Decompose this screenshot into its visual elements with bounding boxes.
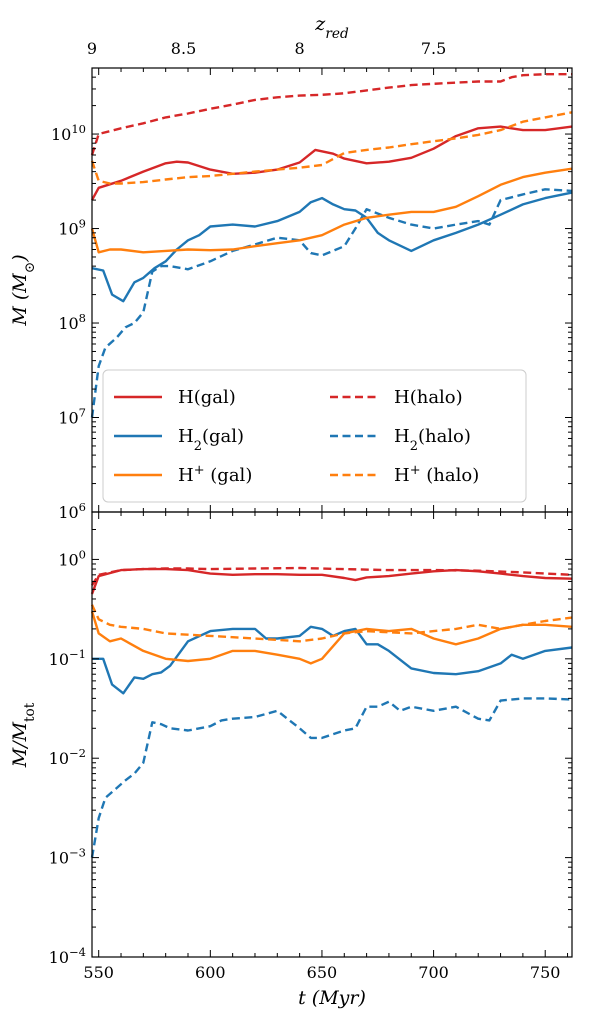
x-tick-label: 650 [307, 963, 338, 982]
series-line-3 [91, 191, 573, 303]
x-tick-label: 700 [418, 963, 449, 982]
top-axis-label: zred [314, 13, 349, 42]
legend-entry-label: H(halo) [394, 387, 463, 408]
x-axis-label: t (Myr) [298, 987, 366, 1009]
series-line-5 [90, 611, 573, 665]
x-tick-label: 750 [530, 963, 561, 982]
series-line-2 [90, 72, 572, 156]
legend-entry-label: H2(halo) [394, 426, 471, 454]
legend: H(gal) H(halo) H2(gal) H2(halo) H+ (gal) H+ (… [102, 369, 527, 503]
top-axis-tick-label: 7.5 [421, 39, 446, 58]
series-line-4 [90, 188, 573, 418]
plot-frame [91, 511, 573, 958]
top-axis-tick-label: 8 [295, 39, 305, 58]
y-tick-label: 10−4 [49, 945, 86, 967]
bottom-panel: 10−4 10−3 10−2 10−1 100 550 600 650 700 750 M/Mtot… [9, 511, 573, 1009]
legend-entry-label: H(gal) [178, 387, 236, 408]
y-tick-label: 10−3 [49, 846, 86, 868]
legend-box [102, 369, 527, 503]
x-tick-label: 550 [83, 963, 114, 982]
y-tick-label: 106 [58, 500, 86, 522]
legend-entry-label: H+ (halo) [394, 463, 479, 487]
series-line-1 [90, 125, 573, 201]
top-panel: 106 107 108 109 1010 9 8.5 8 7.5 zred M (M⊙) H(gal)… [9, 13, 573, 522]
y-tick-label: 100 [58, 547, 86, 569]
y-tick-label: 107 [58, 406, 86, 428]
series-line-3 [92, 625, 573, 695]
top-axis-tick-label: 9 [87, 39, 97, 58]
y-tick-label: 10−2 [49, 746, 86, 768]
x-tick-label: 600 [195, 963, 226, 982]
y-tick-label: 10−1 [49, 647, 86, 669]
top-axis-tick-label: 8.5 [171, 39, 196, 58]
bottom-y-axis-label: M/Mtot [9, 702, 38, 768]
series-line-6 [90, 604, 573, 643]
series-line-6 [90, 111, 573, 185]
legend-entry-label: H2(gal) [178, 426, 244, 454]
series-line-5 [90, 167, 573, 254]
series-line-4 [90, 697, 573, 858]
y-tick-label: 109 [58, 217, 86, 239]
y-tick-label: 1010 [51, 122, 86, 144]
series-line-2 [90, 566, 573, 586]
series-line-1 [90, 567, 573, 595]
y-tick-label: 108 [58, 311, 86, 333]
top-y-axis-label: M (M⊙) [9, 254, 38, 326]
legend-entry-label: H+ (gal) [178, 463, 252, 487]
